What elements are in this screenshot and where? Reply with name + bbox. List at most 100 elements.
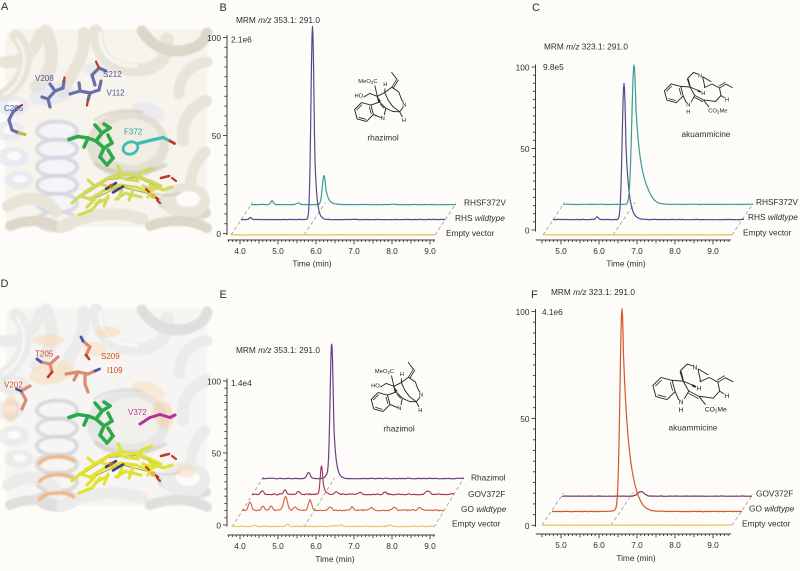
svg-text:C205: C205	[4, 104, 24, 113]
svg-text:7.0: 7.0	[631, 246, 643, 256]
svg-text:MRM m/z 323.1: 291.0: MRM m/z 323.1: 291.0	[544, 42, 628, 52]
svg-text:N: N	[686, 103, 690, 109]
svg-text:50: 50	[212, 449, 222, 459]
svg-text:8.0: 8.0	[669, 540, 681, 550]
svg-text:100: 100	[207, 33, 221, 43]
svg-text:5.0: 5.0	[272, 541, 284, 551]
svg-text:RHSF372V: RHSF372V	[756, 197, 798, 207]
svg-text:50: 50	[520, 414, 530, 424]
svg-text:N: N	[698, 73, 702, 79]
svg-text:RHS wildtype: RHS wildtype	[455, 213, 505, 223]
svg-text:rhazimol: rhazimol	[367, 133, 399, 143]
svg-text:MeO2C: MeO2C	[375, 369, 394, 375]
svg-text:Empty vector: Empty vector	[452, 519, 501, 529]
svg-text:5.0: 5.0	[272, 246, 284, 256]
svg-text:F: F	[531, 289, 538, 301]
svg-text:4.1e6: 4.1e6	[542, 307, 563, 317]
svg-text:rhazimol: rhazimol	[383, 424, 415, 434]
svg-text:H: H	[686, 109, 690, 115]
svg-text:E: E	[220, 289, 227, 301]
svg-text:A: A	[1, 1, 9, 13]
svg-text:4.0: 4.0	[234, 246, 246, 256]
svg-text:9.0: 9.0	[707, 246, 719, 256]
svg-text:MRM m/z 323.1: 291.0: MRM m/z 323.1: 291.0	[551, 287, 635, 297]
svg-text:N: N	[419, 393, 423, 399]
svg-text:H: H	[383, 82, 387, 88]
svg-text:50: 50	[520, 144, 530, 154]
svg-text:HO: HO	[371, 384, 380, 390]
svg-text:6.0: 6.0	[593, 246, 605, 256]
svg-text:MRM m/z 353.1: 291.0: MRM m/z 353.1: 291.0	[236, 345, 320, 355]
svg-text:V112: V112	[107, 89, 126, 98]
svg-text:Empty vector: Empty vector	[743, 228, 792, 238]
svg-text:H: H	[725, 97, 729, 103]
svg-text:2.1e6: 2.1e6	[231, 35, 252, 45]
svg-text:0: 0	[216, 229, 221, 239]
svg-text:Empty vector: Empty vector	[742, 519, 791, 529]
svg-text:H: H	[724, 393, 729, 400]
svg-text:100: 100	[207, 377, 221, 387]
svg-text:N: N	[397, 406, 401, 412]
svg-text:H: H	[696, 385, 701, 392]
svg-text:8.0: 8.0	[669, 246, 681, 256]
svg-text:GOV372F: GOV372F	[756, 489, 793, 499]
svg-text:GO wildtype: GO wildtype	[461, 504, 507, 514]
svg-text:Time (min): Time (min)	[315, 554, 355, 564]
svg-text:9.0: 9.0	[424, 541, 436, 551]
svg-text:6.0: 6.0	[310, 246, 322, 256]
svg-text:N: N	[679, 399, 684, 406]
svg-text:4.0: 4.0	[234, 541, 246, 551]
svg-text:N: N	[402, 103, 406, 109]
svg-text:9.8e5: 9.8e5	[543, 62, 564, 72]
svg-text:H: H	[418, 408, 422, 414]
svg-text:RHS wildtype: RHS wildtype	[748, 212, 798, 222]
svg-text:F372: F372	[124, 128, 143, 137]
svg-text:9.0: 9.0	[707, 540, 719, 550]
svg-text:N: N	[692, 365, 697, 372]
svg-text:1.4e4: 1.4e4	[231, 378, 252, 388]
svg-text:7.0: 7.0	[631, 540, 643, 550]
svg-text:50: 50	[212, 131, 222, 141]
svg-text:0: 0	[525, 521, 530, 531]
svg-text:MRM m/z 353.1: 291.0: MRM m/z 353.1: 291.0	[236, 15, 320, 25]
svg-text:6.0: 6.0	[310, 541, 322, 551]
svg-text:S212: S212	[103, 70, 122, 79]
svg-text:HO: HO	[355, 94, 364, 100]
svg-text:D: D	[1, 278, 9, 290]
svg-text:7.0: 7.0	[348, 541, 360, 551]
svg-text:H: H	[402, 118, 406, 124]
svg-text:T205: T205	[35, 350, 54, 359]
svg-text:Rhazimol: Rhazimol	[471, 473, 506, 483]
svg-text:H: H	[400, 372, 404, 378]
svg-text:GO wildtype: GO wildtype	[749, 504, 795, 514]
svg-text:Time (min): Time (min)	[606, 259, 646, 269]
svg-text:I109: I109	[107, 366, 123, 375]
svg-text:5.0: 5.0	[555, 540, 567, 550]
svg-text:GOV372F: GOV372F	[468, 489, 505, 499]
svg-text:MeO2C: MeO2C	[358, 79, 377, 85]
svg-text:V202: V202	[4, 381, 23, 390]
svg-text:7.0: 7.0	[348, 246, 360, 256]
svg-text:Time (min): Time (min)	[292, 259, 332, 269]
svg-text:akuammicine: akuammicine	[669, 423, 718, 433]
svg-text:CO2Me: CO2Me	[705, 406, 727, 413]
svg-text:akuammicine: akuammicine	[682, 129, 731, 139]
svg-text:100: 100	[516, 63, 530, 73]
svg-text:V372: V372	[128, 408, 147, 417]
svg-text:5.0: 5.0	[555, 246, 567, 256]
svg-text:9.0: 9.0	[424, 246, 436, 256]
svg-text:8.0: 8.0	[386, 246, 398, 256]
svg-text:Time (min): Time (min)	[616, 553, 656, 563]
svg-text:8.0: 8.0	[386, 541, 398, 551]
svg-text:C: C	[532, 2, 540, 14]
svg-text:Empty vector: Empty vector	[446, 228, 495, 238]
svg-text:N: N	[381, 116, 385, 122]
svg-text:H: H	[679, 407, 684, 414]
svg-text:0: 0	[525, 226, 530, 236]
svg-text:H: H	[701, 91, 705, 97]
svg-text:V208: V208	[35, 74, 54, 83]
svg-text:100: 100	[516, 307, 530, 317]
svg-text:B: B	[220, 2, 227, 14]
svg-text:0: 0	[216, 521, 221, 531]
svg-text:S209: S209	[101, 352, 120, 361]
